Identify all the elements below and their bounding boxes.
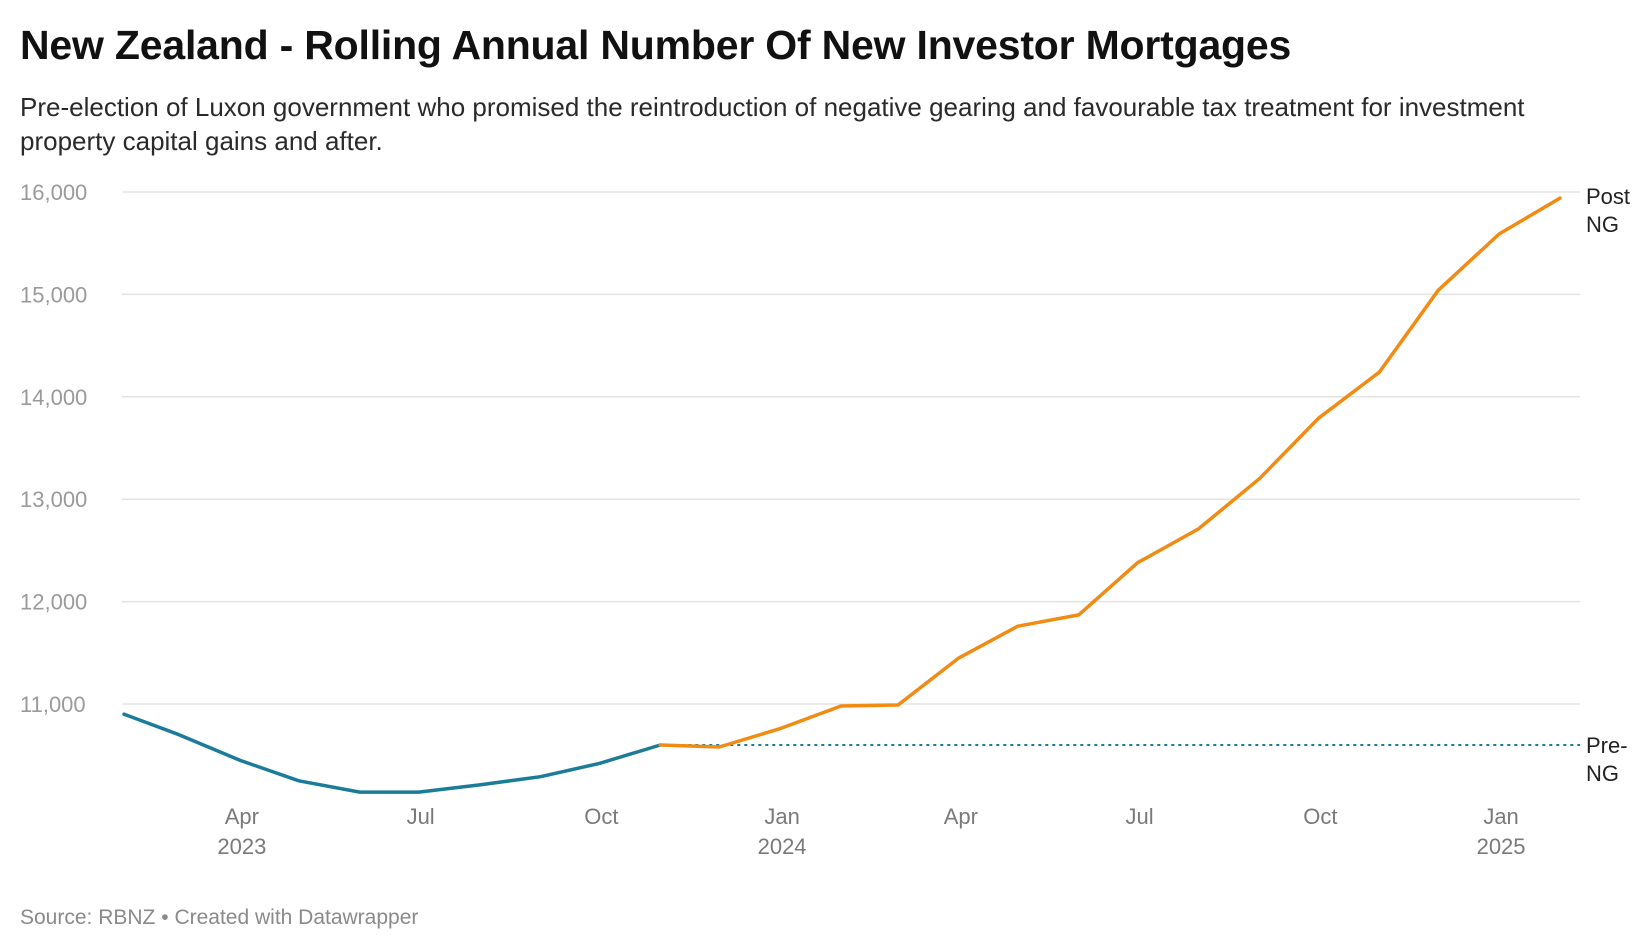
- x-tick-label: Oct: [1303, 804, 1337, 829]
- x-tick-year-label: 2025: [1477, 834, 1526, 859]
- series-label-pre-ng: Pre-: [1586, 733, 1628, 758]
- y-tick-label: 16,000: [20, 180, 87, 205]
- series-label-post-ng: Post: [1586, 184, 1630, 209]
- x-tick-label: Jul: [1126, 804, 1154, 829]
- x-tick-label: Jan: [1483, 804, 1518, 829]
- x-axis: Apr 2023 Jul Oct Jan 2024 Apr Jul Oct Jan 2025: [217, 804, 1525, 859]
- x-tick-label: Jul: [407, 804, 435, 829]
- chart-subtitle: Pre-election of Luxon government who pro…: [20, 92, 1525, 156]
- y-axis: 11,000 12,000 13,000 14,000 15,000 16,000: [20, 180, 87, 717]
- y-tick-label: 11,000: [20, 692, 86, 717]
- x-tick-year-label: 2023: [217, 834, 266, 859]
- source-name: RBNZ: [98, 906, 156, 929]
- y-tick-label: 14,000: [20, 385, 87, 410]
- series-label-post-ng: NG: [1586, 212, 1619, 237]
- x-tick-label: Apr: [225, 804, 259, 829]
- x-tick-year-label: 2024: [758, 834, 807, 859]
- y-tick-label: 15,000: [20, 282, 87, 307]
- chart-title: New Zealand - Rolling Annual Number Of N…: [20, 22, 1292, 68]
- footer-separator: •: [161, 906, 169, 929]
- x-tick-label: Oct: [584, 804, 618, 829]
- y-tick-label: 12,000: [20, 590, 87, 615]
- gridlines: [122, 191, 1580, 705]
- series-line-pre-ng: [122, 712, 663, 794]
- x-tick-label: Jan: [764, 804, 799, 829]
- series-layer: [122, 196, 1562, 794]
- footer: Source: RBNZ • Created with Datawrapper: [20, 905, 418, 931]
- source-label: Source:: [20, 906, 93, 929]
- series-label-layer: Post NG Pre- NG: [1586, 184, 1630, 786]
- series-label-pre-ng: NG: [1586, 761, 1619, 786]
- datawrapper-credit[interactable]: Created with Datawrapper: [174, 906, 419, 929]
- x-tick-label: Apr: [944, 804, 978, 829]
- series-line-post-ng: [658, 196, 1562, 749]
- y-tick-label: 13,000: [20, 487, 87, 512]
